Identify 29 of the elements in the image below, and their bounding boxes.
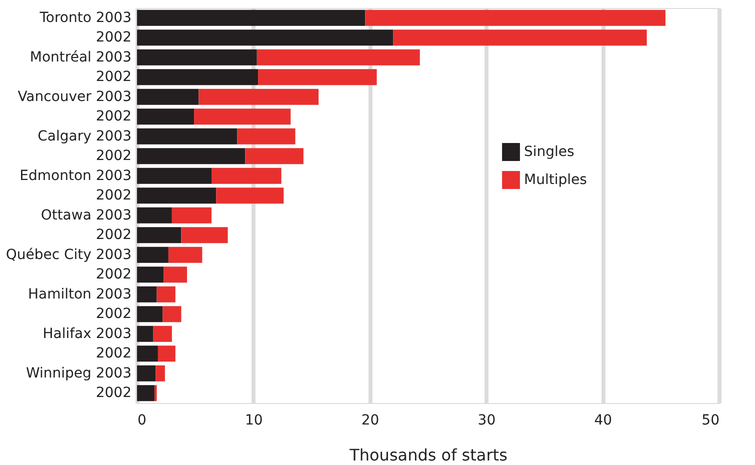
legend-label: Singles [524, 144, 574, 160]
y-tick-label: 2002 [96, 69, 132, 86]
x-tick-label: 50 [702, 412, 720, 428]
y-tick-label: Calgary 2003 [38, 128, 132, 144]
y-tick-label: 2002 [96, 227, 132, 244]
y-tick-label: Winnipeg 2003 [26, 365, 132, 382]
y-tick-label: 2002 [96, 188, 132, 204]
y-tick-label: Québec City 2003 [6, 246, 132, 263]
y-tick-label: Hamilton 2003 [28, 286, 132, 302]
y-tick-label: 2002 [96, 306, 132, 322]
y-tick-label: 2002 [96, 346, 132, 362]
y-tick-label: Vancouver 2003 [18, 88, 132, 105]
y-tick-label: Edmonton 2003 [20, 168, 132, 184]
y-tick-label: Halifax 2003 [42, 326, 132, 342]
y-tick-label: Toronto 2003 [38, 10, 132, 26]
y-tick-label: 2002 [96, 108, 132, 125]
y-tick-label: Montréal 2003 [30, 49, 132, 66]
x-tick-label: 40 [594, 412, 612, 428]
legend-label: Multiples [524, 172, 587, 188]
x-axis-title: Thousands of starts [348, 446, 508, 464]
x-tick-label: 30 [478, 412, 496, 428]
y-tick-label: 2002 [96, 385, 132, 402]
y-tick-label: 2002 [96, 266, 132, 283]
y-tick-label: 2002 [96, 148, 132, 164]
x-tick-label: 20 [361, 412, 380, 428]
y-tick-label: 2002 [96, 30, 132, 46]
y-tick-label: Ottawa 2003 [40, 207, 132, 224]
x-tick-label: 0 [138, 412, 146, 428]
x-tick-label: 10 [244, 412, 263, 428]
